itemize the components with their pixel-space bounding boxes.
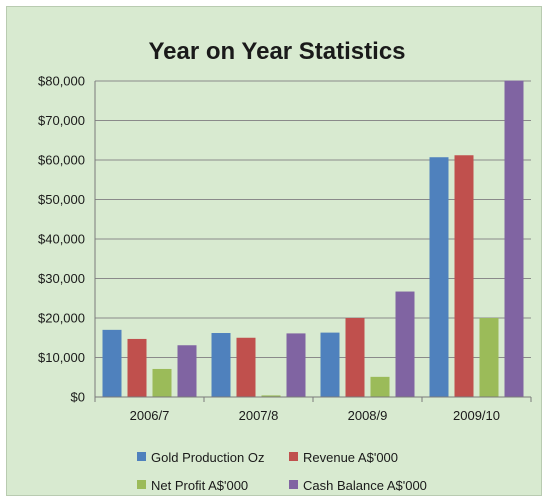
chart-title: Year on Year Statistics bbox=[148, 38, 405, 65]
x-tick-label: 2009/10 bbox=[453, 408, 500, 423]
bar bbox=[429, 157, 449, 397]
y-tick-label: $10,000 bbox=[38, 350, 85, 365]
bar bbox=[370, 376, 390, 397]
legend-swatch bbox=[289, 452, 298, 461]
bar bbox=[345, 318, 365, 397]
legend: Gold Production Oz Revenue A$'000 Net Prof… bbox=[137, 450, 427, 493]
bar bbox=[395, 291, 415, 397]
y-tick-label: $60,000 bbox=[38, 153, 85, 168]
x-tick-label: 2008/9 bbox=[348, 408, 388, 423]
bar bbox=[102, 329, 122, 397]
y-tick-label: $30,000 bbox=[38, 271, 85, 286]
bar bbox=[152, 368, 172, 397]
legend-swatch bbox=[289, 480, 298, 489]
bar bbox=[261, 395, 281, 397]
y-tick-label: $80,000 bbox=[38, 74, 85, 89]
axes: $0 $10,000 $20,000 $30,000 $40,000 $50,000 $60… bbox=[38, 74, 532, 423]
x-tick-label: 2006/7 bbox=[130, 408, 170, 423]
bar bbox=[504, 80, 524, 397]
legend-label: Revenue A$'000 bbox=[303, 450, 398, 465]
bar bbox=[479, 318, 499, 397]
y-tick-label: $50,000 bbox=[38, 192, 85, 207]
bar bbox=[286, 333, 306, 397]
legend-label: Gold Production Oz bbox=[151, 450, 264, 465]
bar bbox=[211, 333, 231, 397]
chart-frame: Year on Year Statistics $0 $10,000 $20,000… bbox=[6, 6, 542, 496]
y-tick-label: $0 bbox=[71, 390, 85, 405]
bar bbox=[320, 332, 340, 397]
gridlines bbox=[95, 80, 531, 398]
legend-label: Cash Balance A$'000 bbox=[303, 478, 427, 493]
bars bbox=[102, 80, 524, 397]
x-tick-label: 2007/8 bbox=[239, 408, 279, 423]
bar bbox=[127, 338, 147, 397]
y-tick-label: $70,000 bbox=[38, 113, 85, 128]
legend-swatch bbox=[137, 452, 146, 461]
y-tick-label: $40,000 bbox=[38, 232, 85, 247]
bar bbox=[454, 155, 474, 397]
y-tick-label: $20,000 bbox=[38, 311, 85, 326]
chart-svg: Year on Year Statistics $0 $10,000 $20,000… bbox=[38, 38, 532, 493]
legend-swatch bbox=[137, 480, 146, 489]
legend-label: Net Profit A$'000 bbox=[151, 478, 248, 493]
bar bbox=[177, 345, 197, 397]
bar bbox=[236, 337, 256, 397]
